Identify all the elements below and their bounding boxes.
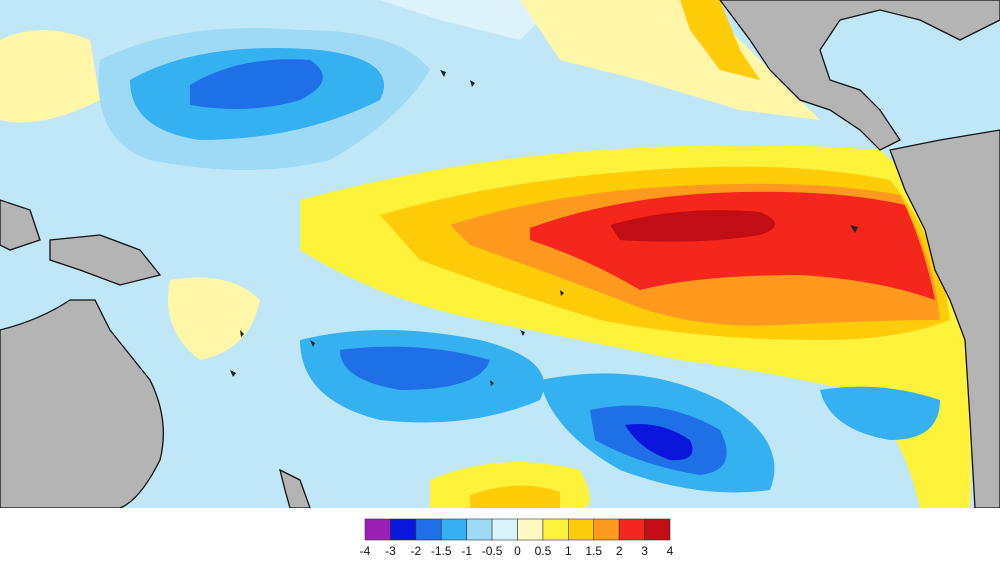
colorbar-tick-label: 4 — [667, 544, 674, 558]
colorbar-tick-label: -4 — [360, 544, 371, 558]
colorbar-tick-label: -0.5 — [482, 544, 503, 558]
colorbar-swatch — [517, 518, 544, 541]
anomaly-region — [190, 59, 323, 109]
colorbar-tick-label: 1.5 — [585, 544, 602, 558]
colorbar-swatch — [390, 518, 417, 541]
colorbar-tick-label: 0.5 — [535, 544, 552, 558]
colorbar-tick-label: 0 — [514, 544, 521, 558]
land-north-america — [719, 0, 1000, 151]
land-indonesia — [0, 199, 41, 251]
colorbar-swatch — [568, 518, 595, 541]
anomaly-region — [0, 30, 100, 123]
anomaly-region — [0, 0, 560, 40]
colorbar-tick-label: -3 — [385, 544, 396, 558]
anomaly-region — [530, 191, 935, 300]
colorbar-swatch — [491, 518, 518, 541]
anomaly-region — [820, 386, 940, 440]
colorbar-swatch — [644, 518, 671, 541]
colorbar-swatch — [593, 518, 620, 541]
colorbar-tick-label: 1 — [565, 544, 572, 558]
colorbar-tick-label: -2 — [410, 544, 421, 558]
land-new-guinea — [49, 234, 162, 286]
colorbar: -4 -3 -2 -1.5 -1 -0.5 0 0.5 1 1.5 2 3 4 — [360, 518, 674, 558]
colorbar-swatch — [542, 518, 569, 541]
colorbar-swatch — [466, 518, 493, 541]
anomaly-region — [470, 485, 560, 508]
sst-anomaly-map — [0, 0, 1000, 509]
anomaly-region — [168, 277, 260, 360]
colorbar-swatch — [440, 518, 467, 541]
colorbar-tick-label: 3 — [641, 544, 648, 558]
colorbar-swatch — [618, 518, 645, 541]
land-south-america — [889, 129, 1000, 509]
anomaly-region — [520, 0, 820, 120]
colorbar-tick-label: 2 — [616, 544, 623, 558]
anomaly-region — [610, 210, 775, 242]
anomaly-region — [340, 346, 490, 390]
colorbar-tick-label: -1.5 — [431, 544, 452, 558]
colorbar-tick-label: -1 — [461, 544, 472, 558]
colorbar-swatch — [415, 518, 442, 541]
anomaly-region — [680, 0, 760, 80]
colorbar-swatch — [364, 518, 391, 541]
land-australia — [0, 299, 164, 509]
anomaly-region — [625, 424, 693, 461]
